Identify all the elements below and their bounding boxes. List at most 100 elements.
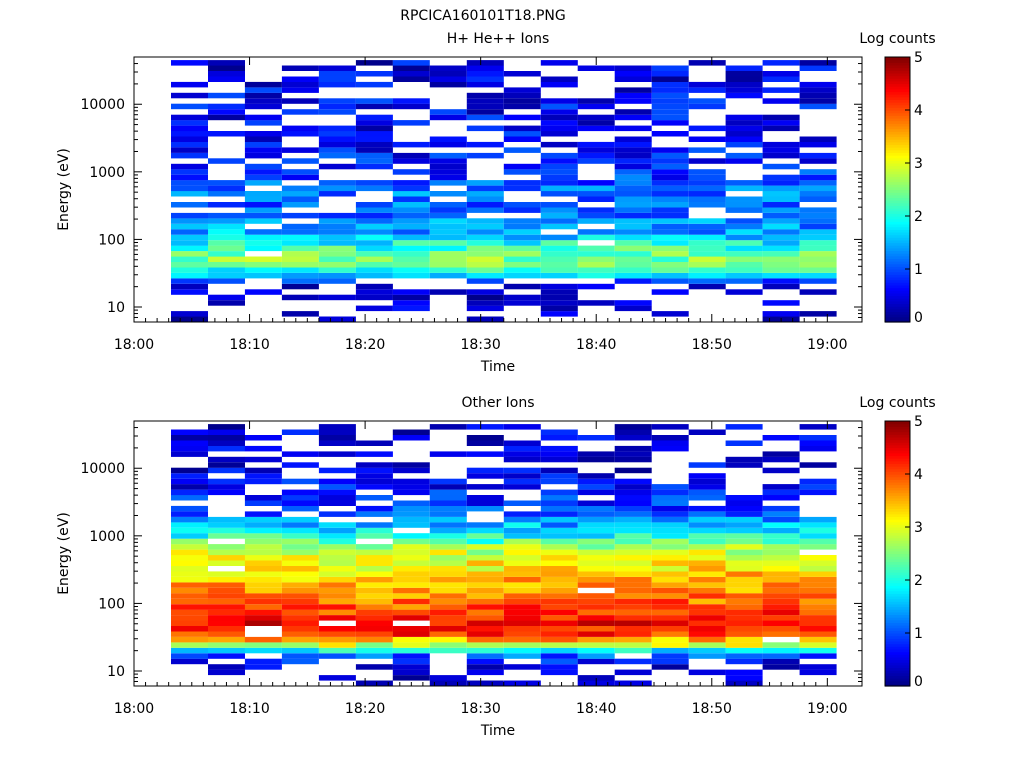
heatmap-cell: [355, 664, 393, 670]
heatmap-cell: [355, 582, 393, 588]
heatmap-cell: [171, 604, 208, 610]
heatmap-cell: [540, 158, 578, 164]
colorbar-segment: [885, 316, 910, 320]
heatmap-cell: [466, 267, 504, 273]
heatmap-cell: [355, 527, 393, 534]
heatmap-cell: [651, 571, 689, 577]
heatmap-cell: [281, 185, 319, 192]
heatmap-cell: [466, 593, 504, 599]
colorbar-segment: [885, 57, 910, 61]
colorbar-segment: [885, 481, 910, 486]
heatmap-cell: [281, 598, 319, 605]
heatmap-cell: [577, 576, 615, 583]
x-tick-label: 18:20: [345, 337, 385, 353]
heatmap-cell: [540, 267, 578, 273]
heatmap-cell: [725, 604, 763, 610]
heatmap-cell: [244, 615, 282, 621]
heatmap-cell: [171, 229, 208, 235]
colorbar-segment: [885, 192, 910, 196]
heatmap-cell: [725, 87, 763, 93]
heatmap-cell: [429, 65, 467, 71]
heatmap-cell: [208, 609, 245, 616]
colorbar-segment: [885, 609, 910, 613]
heatmap-cell: [208, 440, 245, 446]
heatmap-cell: [540, 669, 578, 676]
y-tick-label: 100: [98, 596, 125, 612]
heatmap-cell: [540, 489, 578, 496]
heatmap-cell: [392, 489, 430, 496]
heatmap-cell: [540, 283, 578, 290]
heatmap-cell: [762, 658, 800, 665]
heatmap-cell: [503, 169, 541, 175]
heatmap-cell: [614, 571, 652, 577]
heatmap-cell: [577, 473, 615, 479]
heatmap-cell: [392, 223, 430, 230]
heatmap-cell: [762, 120, 800, 126]
heatmap-cell: [281, 311, 319, 317]
x-tick-label: 19:00: [807, 337, 847, 353]
heatmap-cell: [540, 500, 578, 506]
heatmap-cell: [762, 587, 800, 594]
heatmap-cell: [244, 456, 282, 463]
heatmap-cell: [577, 152, 615, 159]
heatmap-cell: [392, 478, 430, 485]
heatmap-cell: [799, 582, 837, 588]
heatmap-cell: [208, 245, 245, 252]
heatmap-cell: [355, 120, 393, 126]
heatmap-cell: [688, 245, 726, 252]
heatmap-cell: [171, 631, 208, 637]
heatmap-cell: [355, 163, 393, 170]
heatmap-cell: [651, 262, 689, 268]
colorbar-segment: [885, 534, 910, 539]
heatmap-cell: [466, 103, 504, 110]
heatmap-cell: [688, 511, 726, 517]
heatmap-cell: [392, 636, 430, 643]
colorbar-tick-label: 5: [914, 414, 923, 430]
heatmap-cell: [429, 522, 467, 528]
heatmap-cell: [540, 103, 578, 110]
heatmap-cell: [318, 136, 356, 142]
heatmap-cell: [651, 229, 689, 235]
heatmap-cell: [244, 620, 282, 626]
heatmap-cell: [466, 636, 504, 643]
heatmap-cell: [799, 527, 837, 534]
heatmap-cell: [318, 511, 356, 517]
colorbar-segment: [885, 300, 910, 305]
heatmap-cell: [244, 196, 282, 202]
heatmap-cell: [466, 664, 504, 670]
heatmap-cell: [392, 484, 430, 490]
heatmap-cell: [614, 234, 652, 241]
heatmap-cell: [355, 620, 393, 626]
colorbar-segment: [885, 426, 910, 430]
heatmap-cell: [688, 544, 726, 550]
heatmap-cell: [429, 272, 467, 279]
heatmap-cell: [466, 669, 504, 676]
heatmap-cell: [208, 626, 245, 632]
heatmap-cell: [208, 256, 245, 262]
colorbar-segment: [885, 683, 910, 687]
colorbar-segment: [885, 542, 910, 547]
heatmap-cell: [355, 305, 393, 312]
heatmap-cell: [281, 642, 319, 648]
heatmap-cell: [355, 484, 393, 490]
heatmap-cell: [466, 202, 504, 208]
heatmap-cell: [540, 604, 578, 610]
heatmap-cell: [318, 598, 356, 605]
heatmap-cell: [799, 272, 837, 279]
heatmap-cell: [614, 245, 652, 252]
heatmap-cell: [540, 294, 578, 301]
heatmap-cell: [725, 675, 763, 681]
heatmap-cell: [208, 191, 245, 197]
colorbar-segment: [885, 258, 910, 262]
heatmap-cell: [762, 664, 800, 670]
heatmap-cell: [355, 223, 393, 230]
heatmap-cell: [171, 516, 208, 523]
heatmap-cell: [651, 251, 689, 257]
heatmap-cell: [171, 272, 208, 279]
heatmap-cell: [466, 566, 504, 572]
colorbar-segment: [885, 603, 910, 608]
heatmap-cell: [392, 669, 430, 676]
heatmap-cell: [171, 566, 208, 572]
colorbar-segment: [885, 606, 910, 610]
heatmap-cell: [614, 478, 652, 485]
